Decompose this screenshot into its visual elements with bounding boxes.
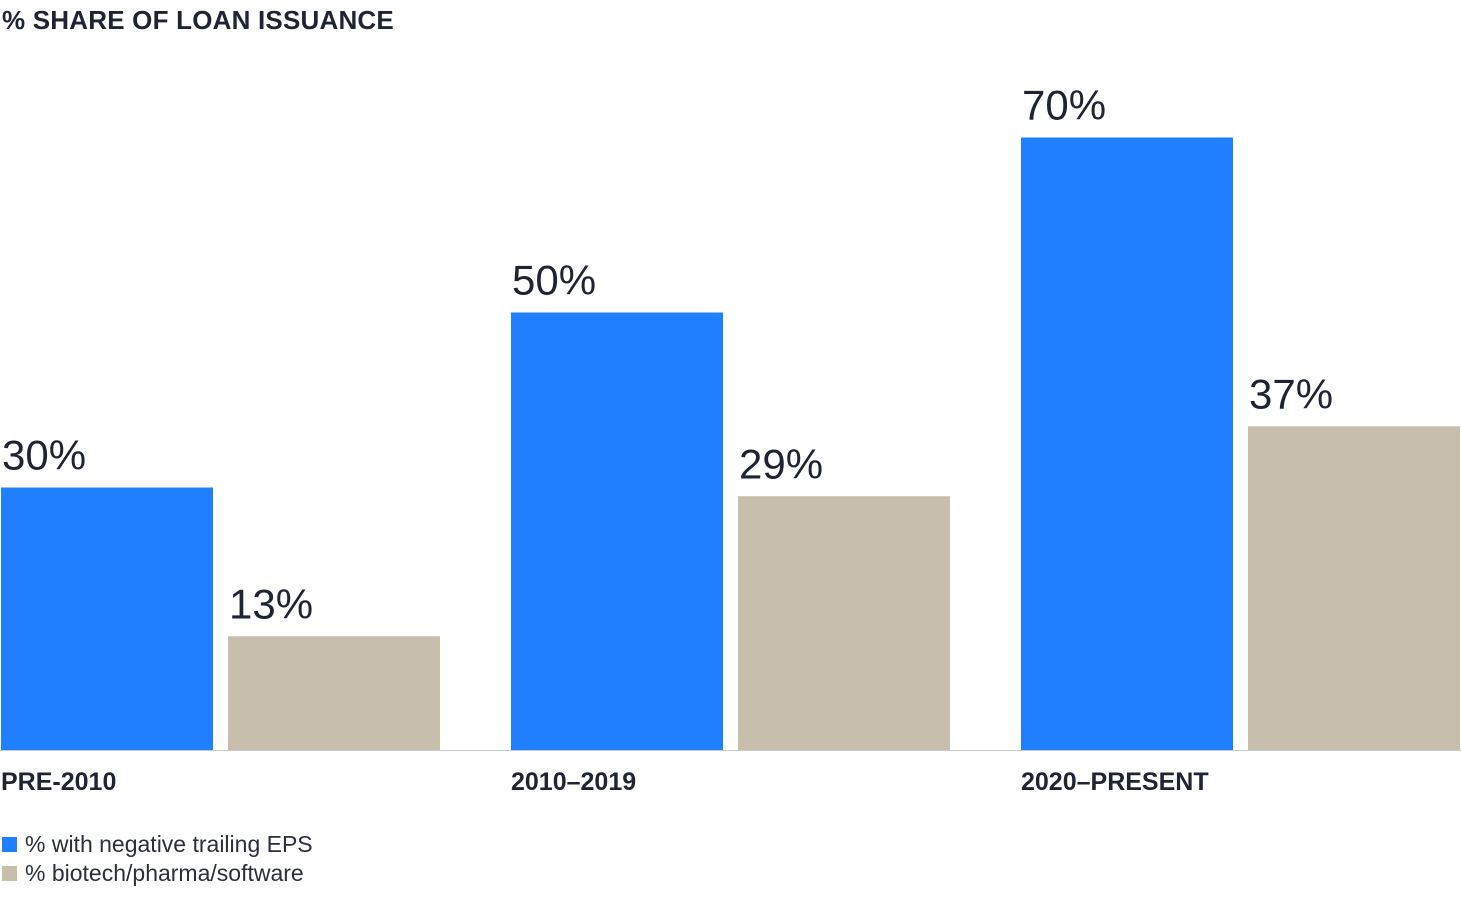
data-label-biotech-1: 29% [739, 440, 823, 487]
data-label-biotech-0: 13% [229, 580, 313, 627]
data-label-negative-eps-1: 50% [512, 257, 596, 304]
legend-label-biotech: % biotech/pharma/software [25, 860, 304, 886]
category-label-2: 2020–PRESENT [1021, 768, 1209, 796]
bar-negative-eps-1 [511, 312, 723, 750]
bar-biotech-0 [228, 636, 440, 750]
bar-biotech-2 [1248, 426, 1460, 750]
legend-item-biotech: % biotech/pharma/software [2, 859, 313, 888]
legend-item-negative-eps: % with negative trailing EPS [2, 830, 313, 859]
legend: % with negative trailing EPS % biotech/p… [2, 830, 313, 888]
bar-negative-eps-0 [1, 487, 213, 750]
data-label-negative-eps-2: 70% [1022, 82, 1106, 129]
category-label-0: PRE-2010 [1, 768, 116, 796]
chart-title: % SHARE OF LOAN ISSUANCE [2, 5, 394, 35]
category-label-1: 2010–2019 [511, 768, 636, 796]
legend-swatch-negative-eps [2, 837, 17, 852]
bar-negative-eps-2 [1021, 137, 1233, 750]
legend-label-negative-eps: % with negative trailing EPS [25, 831, 313, 857]
bar-biotech-1 [738, 496, 950, 750]
data-label-biotech-2: 37% [1249, 370, 1333, 417]
legend-swatch-biotech [2, 866, 17, 881]
data-label-negative-eps-0: 30% [2, 432, 86, 479]
